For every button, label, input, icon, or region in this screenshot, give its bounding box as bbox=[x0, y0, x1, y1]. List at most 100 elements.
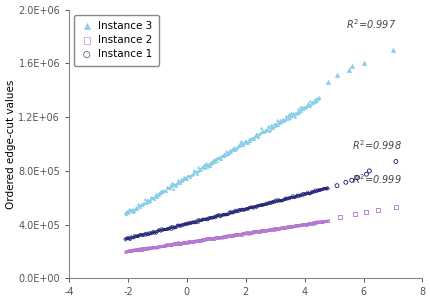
Instance 3 bbox=[213, 159, 220, 164]
Instance 3 bbox=[218, 153, 225, 158]
Y-axis label: Ordered edge-cut values: Ordered edge-cut values bbox=[6, 79, 15, 209]
Instance 3 bbox=[162, 189, 169, 194]
Instance 1 bbox=[279, 198, 286, 203]
Instance 3 bbox=[179, 176, 186, 181]
Instance 1 bbox=[149, 229, 156, 234]
Instance 1 bbox=[201, 217, 208, 222]
Instance 1 bbox=[159, 228, 166, 232]
Instance 3 bbox=[160, 187, 166, 192]
Instance 2 bbox=[324, 218, 331, 223]
Instance 2 bbox=[193, 238, 200, 243]
Instance 1 bbox=[300, 192, 307, 197]
Instance 1 bbox=[163, 227, 169, 232]
Instance 2 bbox=[127, 248, 134, 253]
Instance 3 bbox=[269, 124, 276, 129]
Instance 2 bbox=[253, 229, 260, 234]
Instance 1 bbox=[207, 215, 214, 220]
Instance 3 bbox=[233, 144, 240, 149]
Instance 2 bbox=[189, 239, 196, 244]
Instance 3 bbox=[276, 118, 283, 123]
Instance 2 bbox=[304, 221, 311, 226]
Instance 2 bbox=[180, 240, 187, 245]
Instance 3 bbox=[282, 117, 289, 122]
Instance 3 bbox=[129, 208, 135, 213]
Instance 2 bbox=[162, 243, 169, 248]
Instance 3 bbox=[199, 164, 206, 169]
Instance 1 bbox=[313, 188, 320, 193]
Instance 2 bbox=[180, 239, 187, 244]
Instance 2 bbox=[287, 225, 294, 230]
Instance 3 bbox=[303, 103, 310, 108]
Instance 2 bbox=[263, 228, 270, 233]
Instance 1 bbox=[138, 233, 145, 238]
Instance 3 bbox=[251, 134, 258, 138]
Instance 3 bbox=[175, 178, 181, 183]
Instance 3 bbox=[176, 179, 183, 184]
Instance 2 bbox=[283, 224, 289, 229]
Instance 3 bbox=[296, 105, 303, 110]
Instance 1 bbox=[233, 209, 240, 214]
Instance 1 bbox=[283, 196, 290, 201]
Instance 3 bbox=[254, 134, 261, 138]
Instance 1 bbox=[300, 191, 307, 196]
Instance 2 bbox=[208, 235, 215, 240]
Instance 3 bbox=[184, 174, 190, 179]
Instance 2 bbox=[178, 241, 184, 245]
Instance 2 bbox=[235, 232, 242, 237]
Instance 2 bbox=[322, 219, 329, 224]
Instance 1 bbox=[306, 191, 313, 196]
Instance 1 bbox=[308, 189, 315, 194]
Instance 2 bbox=[255, 229, 262, 234]
Instance 3 bbox=[297, 109, 304, 114]
Instance 1 bbox=[175, 223, 182, 228]
Instance 2 bbox=[241, 231, 248, 235]
Instance 2 bbox=[181, 240, 188, 245]
Instance 2 bbox=[149, 245, 156, 250]
Instance 2 bbox=[177, 241, 184, 246]
Instance 2 bbox=[175, 241, 182, 246]
Instance 1 bbox=[234, 209, 241, 214]
Instance 3 bbox=[165, 184, 172, 189]
Instance 2 bbox=[259, 228, 266, 233]
Instance 2 bbox=[316, 220, 323, 225]
Instance 1 bbox=[220, 212, 227, 217]
Instance 2 bbox=[233, 232, 240, 237]
Point bbox=[353, 175, 360, 180]
Instance 1 bbox=[193, 219, 200, 224]
Instance 3 bbox=[152, 192, 159, 197]
Instance 3 bbox=[214, 156, 221, 161]
Instance 3 bbox=[273, 118, 280, 123]
Instance 3 bbox=[124, 210, 131, 215]
Instance 1 bbox=[158, 226, 165, 231]
Instance 2 bbox=[258, 228, 264, 232]
Instance 2 bbox=[164, 242, 171, 247]
Instance 3 bbox=[203, 164, 210, 169]
Instance 1 bbox=[141, 233, 148, 238]
Instance 2 bbox=[284, 224, 291, 229]
Instance 1 bbox=[316, 188, 323, 192]
Instance 3 bbox=[143, 200, 150, 205]
Instance 1 bbox=[286, 196, 292, 201]
Instance 2 bbox=[297, 222, 304, 227]
Instance 2 bbox=[214, 235, 221, 239]
Point bbox=[350, 211, 357, 216]
Instance 2 bbox=[186, 239, 193, 244]
Instance 3 bbox=[300, 105, 307, 109]
Instance 1 bbox=[144, 232, 151, 237]
Instance 1 bbox=[264, 201, 271, 206]
Instance 3 bbox=[257, 125, 264, 130]
Instance 3 bbox=[267, 125, 273, 130]
Instance 3 bbox=[277, 118, 284, 123]
Instance 3 bbox=[246, 137, 253, 142]
Instance 3 bbox=[309, 100, 316, 105]
Instance 2 bbox=[150, 245, 157, 250]
Instance 3 bbox=[231, 147, 238, 152]
Instance 1 bbox=[259, 203, 266, 208]
Instance 2 bbox=[308, 221, 315, 225]
Instance 2 bbox=[231, 233, 238, 238]
Instance 2 bbox=[315, 220, 322, 225]
Instance 3 bbox=[150, 195, 157, 200]
Instance 2 bbox=[151, 245, 158, 250]
Instance 1 bbox=[157, 229, 164, 234]
Instance 2 bbox=[276, 226, 283, 231]
